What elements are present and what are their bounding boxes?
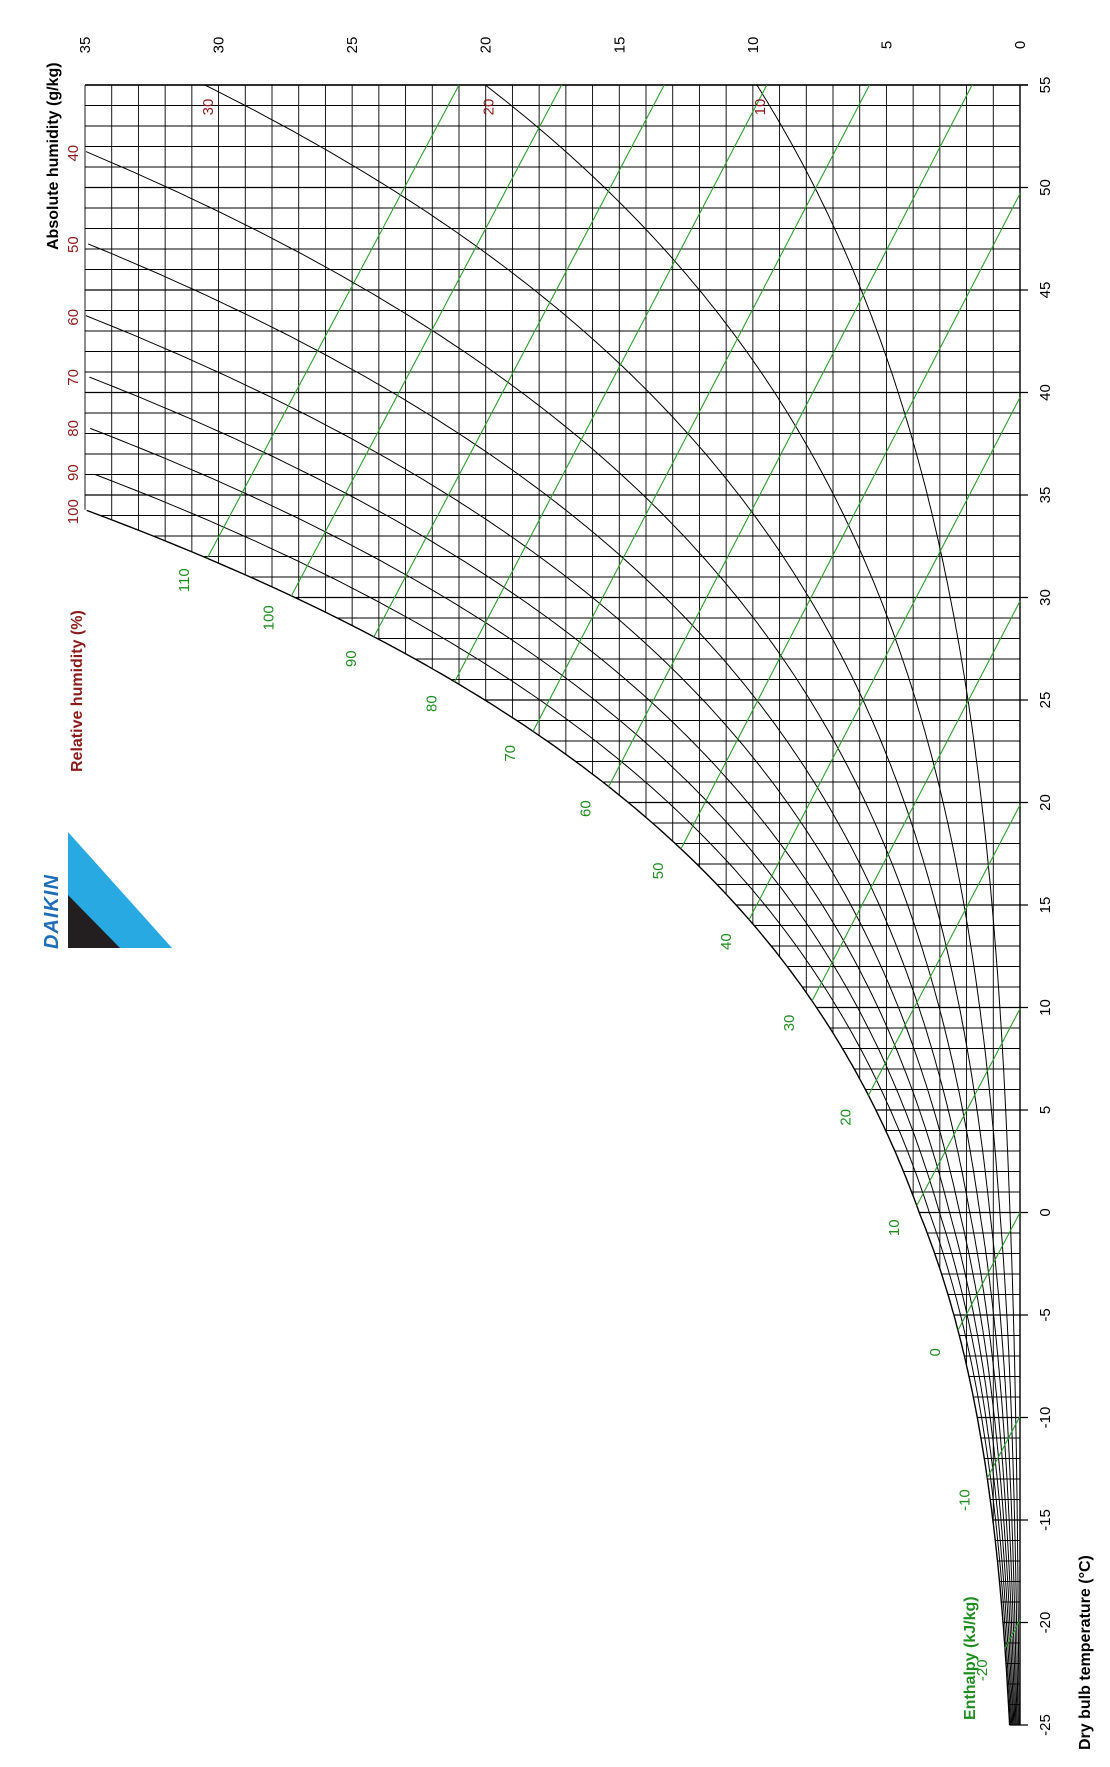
temperature-tick-label: 10 — [1037, 999, 1054, 1016]
enthalpy-label-60: 60 — [578, 800, 595, 817]
rh-curve-50 — [87, 243, 1016, 1726]
temperature-tick-label: 25 — [1037, 692, 1054, 709]
rh-curve-100 — [86, 509, 1011, 1726]
rh-curve-80 — [90, 427, 1013, 1726]
enthalpy-line-90 — [373, 84, 665, 638]
temperature-tick-label: 15 — [1037, 897, 1054, 914]
rh-label-80: 80 — [65, 420, 82, 437]
enthalpy-label-100: 100 — [260, 605, 277, 630]
enthalpy-line--20 — [1004, 1619, 1021, 1649]
temperature-tick-label: -20 — [1037, 1612, 1054, 1634]
temperature-tick-label: 0 — [1037, 1208, 1054, 1216]
grid-layer — [84, 84, 1028, 1726]
enthalpy-label-70: 70 — [502, 745, 519, 762]
temperature-tick-label: 40 — [1037, 384, 1054, 401]
enthalpy-line-70 — [532, 84, 870, 732]
enthalpy-line-40 — [748, 397, 1021, 920]
rh-label-100: 100 — [65, 499, 82, 524]
rh-curve-60 — [85, 315, 1015, 1726]
logo-brand-text: DAIKIN — [41, 874, 63, 949]
enthalpy-label--20: -20 — [974, 1659, 991, 1681]
temperature-tick-label: -5 — [1037, 1308, 1054, 1321]
humidity-tick-label: 30 — [211, 37, 228, 54]
temperature-tick-label: -10 — [1037, 1407, 1054, 1429]
temperature-tick-label: 20 — [1037, 794, 1054, 811]
enthalpy-line-80 — [454, 84, 768, 682]
x-axis-title: Dry bulb temperature (°C) — [1077, 1555, 1094, 1750]
enthalpy-line--10 — [986, 1416, 1021, 1479]
rh-label-30: 30 — [200, 99, 217, 116]
enthalpy-label-10: 10 — [886, 1219, 903, 1236]
enthalpy-label-80: 80 — [424, 695, 441, 712]
temperature-tick-label: 45 — [1037, 282, 1054, 299]
rh-curve-10 — [756, 84, 1020, 1726]
enthalpy-label--10: -10 — [956, 1489, 973, 1511]
humidity-tick-label: 5 — [878, 41, 895, 49]
rh-curve-70 — [89, 376, 1014, 1726]
humidity-tick-label: 20 — [478, 37, 495, 54]
rh-axis-title: Relative humidity (%) — [69, 610, 86, 772]
enthalpy-line-0 — [957, 1212, 1021, 1331]
rh-label-70: 70 — [65, 369, 82, 386]
rh-label-90: 90 — [65, 464, 82, 481]
rh-curve-90 — [94, 474, 1012, 1726]
logo-triangle-black — [68, 895, 120, 948]
enthalpy-line-30 — [811, 600, 1021, 1002]
rh-label-50: 50 — [65, 236, 82, 253]
rh-label-40: 40 — [65, 145, 82, 162]
logo-triangle-blue — [68, 832, 172, 948]
enthalpy-label-90: 90 — [343, 650, 360, 667]
enthalpy-line-50 — [680, 193, 1021, 850]
enthalpy-line-60 — [608, 84, 973, 787]
enthalpy-label-20: 20 — [837, 1109, 854, 1126]
temperature-tick-label: 5 — [1037, 1106, 1054, 1114]
humidity-tick-label: 15 — [611, 37, 628, 54]
enthalpy-line-10 — [916, 1008, 1021, 1206]
humidity-tick-label: 0 — [1012, 41, 1029, 49]
temperature-tick-label: 50 — [1037, 179, 1054, 196]
rh-curve-40 — [85, 151, 1017, 1726]
humidity-tick-label: 10 — [745, 37, 762, 54]
temperature-tick-label: -25 — [1037, 1714, 1054, 1736]
rh-label-60: 60 — [65, 309, 82, 326]
enthalpy-label-40: 40 — [718, 933, 735, 950]
enthalpy-axis-title: Enthalpy (kJ/kg) — [962, 1596, 979, 1720]
rh-curve-20 — [484, 84, 1019, 1725]
enthalpy-label-110: 110 — [176, 568, 193, 592]
enthalpy-label-50: 50 — [650, 863, 667, 880]
temperature-tick-label: 35 — [1037, 487, 1054, 504]
enthalpy-label-30: 30 — [781, 1015, 798, 1032]
y-axis-title: Absolute humidity (g/kg) — [45, 62, 62, 250]
daikin-logo: DAIKIN — [41, 832, 172, 949]
enthalpy-line-100 — [290, 84, 563, 597]
rh-label-10: 10 — [752, 99, 769, 116]
enthalpy-label-0: 0 — [927, 1348, 944, 1356]
rh-label-20: 20 — [480, 99, 497, 116]
temperature-tick-label: 55 — [1037, 77, 1054, 94]
temperature-tick-label: -15 — [1037, 1509, 1054, 1531]
humidity-tick-label: 35 — [77, 37, 94, 54]
humidity-tick-label: 25 — [344, 37, 361, 54]
enthalpy-line-110 — [206, 84, 460, 559]
enthalpy-line-20 — [867, 804, 1021, 1096]
label-layer: -25 -20 -15 -10 -5 0 5 10 15 20 25 30 35 40 45 50 55 0 5 10… — [65, 37, 1054, 1736]
temperature-tick-label: 30 — [1037, 589, 1054, 606]
rh-curve-30 — [204, 84, 1018, 1726]
curve-layer — [85, 84, 1021, 1726]
